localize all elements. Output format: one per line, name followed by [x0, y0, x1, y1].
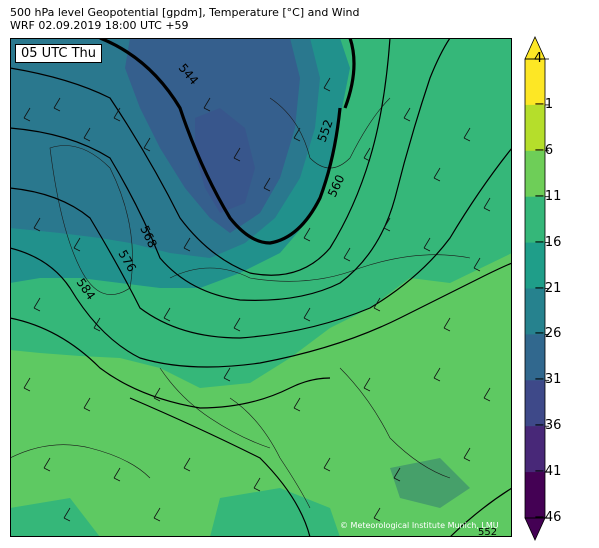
- valid-time-label: 05 UTC Thu: [15, 44, 102, 63]
- colorbar-tick-label: −11: [534, 188, 562, 204]
- colorbar-tick-label: 4: [534, 51, 543, 66]
- colorbar-band: [525, 150, 545, 198]
- wind-barbs: [23, 77, 491, 522]
- colorbar-band: [525, 334, 545, 381]
- colorbar-tick-label: −1: [534, 96, 554, 112]
- colorbar-band: [525, 472, 545, 519]
- colorbar-tick-label: −26: [534, 326, 562, 342]
- colorbar-tick-label: −21: [534, 280, 562, 296]
- colorbar-tick-label: −41: [534, 464, 562, 480]
- colorbar-tick-label: −36: [534, 418, 562, 434]
- colorbar-band: [525, 380, 545, 427]
- colorbar-tick-label: −46: [534, 510, 562, 525]
- map-subtitle: WRF 02.09.2019 18:00 UTC +59: [10, 19, 189, 32]
- colorbar-band: [525, 242, 545, 289]
- colorbar-band: [525, 426, 545, 473]
- colorbar-band: [525, 59, 545, 106]
- credit-text: © Meteorological Institute Munich, LMU: [340, 521, 499, 530]
- contour-552: [99, 38, 342, 245]
- colorbar-tick-label: −16: [534, 234, 562, 250]
- colorbar-band: [525, 104, 545, 152]
- colorbar-tick-label: −6: [534, 142, 554, 158]
- weather-map: 544 552 560 568 576 584 552: [10, 38, 512, 537]
- colorbar: [524, 36, 549, 541]
- contour-label: 552: [478, 527, 497, 537]
- map-title: 500 hPa level Geopotential [gpdm], Tempe…: [10, 6, 360, 19]
- colorbar-tick-label: −31: [534, 372, 562, 388]
- colorbar-band: [525, 196, 545, 244]
- colorbar-band: [525, 288, 545, 335]
